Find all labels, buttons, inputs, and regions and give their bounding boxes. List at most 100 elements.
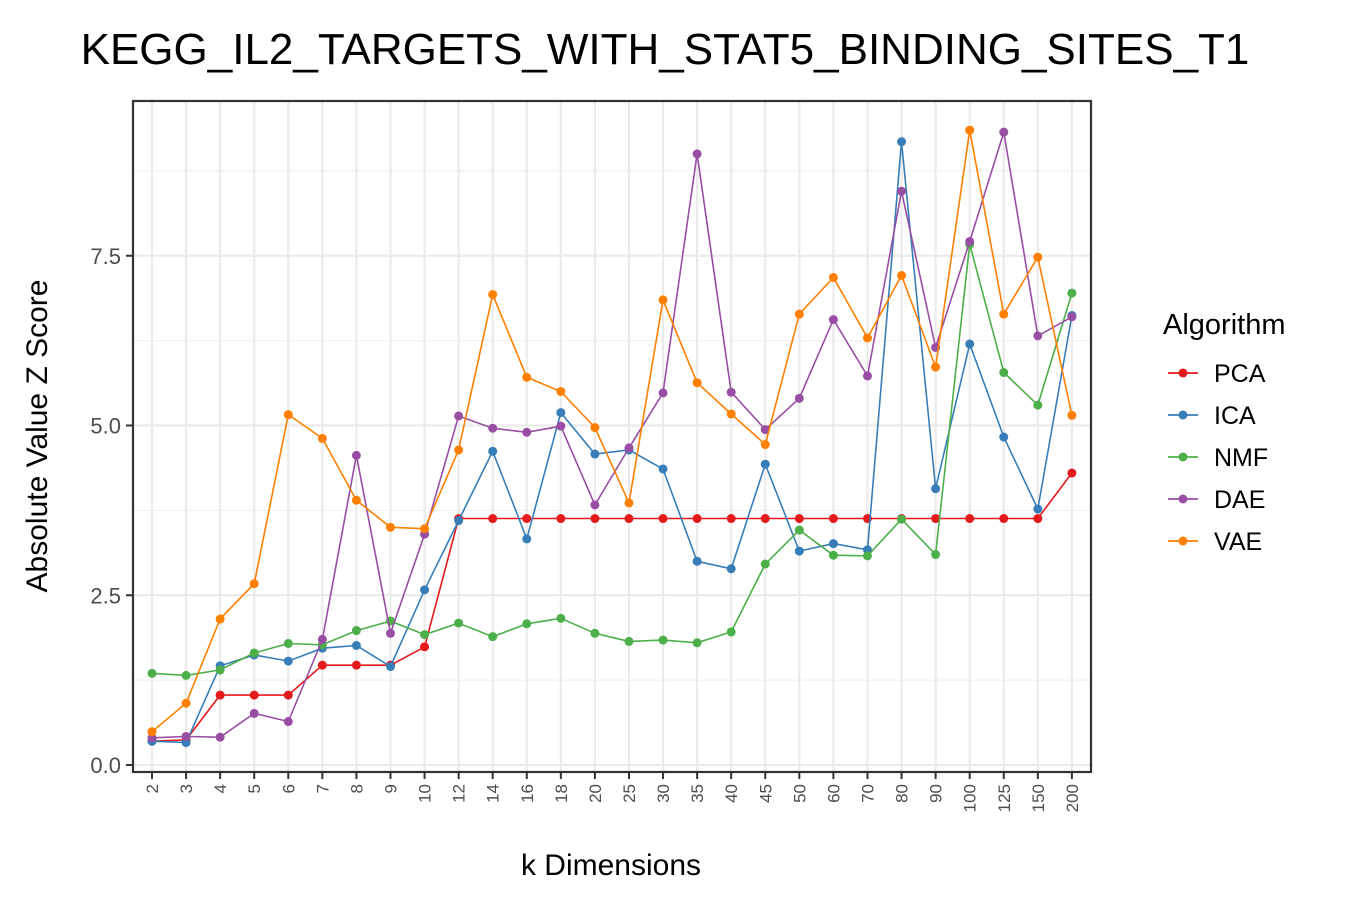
data-point-pca (760, 514, 770, 524)
x-tick-label: 25 (620, 784, 639, 803)
legend-key-point-nmf (1178, 452, 1188, 462)
data-point-pca (317, 660, 327, 670)
data-point-ica (999, 432, 1009, 442)
panel-border (131, 99, 1093, 774)
data-point-ica (828, 539, 838, 549)
data-point-dae (760, 425, 770, 435)
data-point-pca (1067, 468, 1077, 478)
x-tick-label: 10 (416, 784, 435, 803)
data-point-vae (760, 440, 770, 450)
data-point-nmf (1033, 400, 1043, 410)
data-point-ica (1033, 504, 1043, 514)
data-point-pca (215, 690, 225, 700)
data-point-vae (454, 445, 464, 455)
data-point-dae (181, 731, 191, 741)
data-point-ica (385, 662, 395, 672)
x-tick-label: 16 (518, 784, 537, 803)
data-point-dae (556, 421, 566, 431)
legend-key-point-dae (1178, 494, 1188, 504)
data-point-nmf (147, 668, 157, 678)
legend-label-vae: VAE (1214, 528, 1262, 556)
data-point-dae (1067, 312, 1077, 322)
y-axis-title: Absolute Value Z Score (21, 280, 54, 593)
data-point-ica (556, 408, 566, 418)
data-point-nmf (420, 630, 430, 640)
data-point-pca (726, 514, 736, 524)
series-line-vae (151, 129, 1073, 733)
data-point-dae (249, 708, 259, 718)
data-point-vae (794, 309, 804, 319)
x-tick-label: 5 (245, 784, 264, 793)
x-tick-label: 100 (961, 784, 980, 812)
data-point-dae (999, 127, 1009, 137)
data-point-dae (215, 732, 225, 742)
data-point-pca (420, 642, 430, 652)
data-point-pca (590, 514, 600, 524)
data-point-ica (590, 449, 600, 459)
data-point-nmf (488, 632, 498, 642)
data-point-vae (249, 579, 259, 589)
x-tick-label: 18 (552, 784, 571, 803)
legend-key-point-ica (1178, 410, 1188, 420)
data-point-dae (624, 443, 634, 453)
data-point-vae (590, 423, 600, 433)
data-point-vae (488, 289, 498, 299)
data-point-nmf (897, 514, 907, 524)
series-line-ica (151, 141, 1073, 744)
data-point-ica (488, 446, 498, 456)
data-point-nmf (522, 619, 532, 629)
data-point-nmf (1067, 288, 1077, 298)
chart-title: KEGG_IL2_TARGETS_WITH_STAT5_BINDING_SITE… (81, 25, 1250, 74)
data-point-ica (692, 556, 702, 566)
data-point-nmf (931, 550, 941, 560)
x-tick-label: 4 (211, 784, 230, 793)
data-point-pca (249, 690, 259, 700)
data-point-vae (215, 614, 225, 624)
x-tick-label: 90 (927, 784, 946, 803)
data-point-vae (283, 410, 293, 420)
data-point-dae (351, 450, 361, 460)
data-point-pca (1033, 514, 1043, 524)
data-point-vae (420, 524, 430, 534)
data-point-ica (897, 137, 907, 147)
data-point-pca (624, 514, 634, 524)
data-point-ica (454, 516, 464, 526)
data-point-ica (931, 484, 941, 494)
data-point-vae (931, 362, 941, 372)
data-point-ica (658, 464, 668, 474)
legend-label-dae: DAE (1214, 486, 1265, 514)
data-point-nmf (283, 638, 293, 648)
data-point-dae (828, 315, 838, 325)
data-point-nmf (249, 648, 259, 658)
series-line-dae (151, 131, 1073, 739)
y-tick-label: 7.5 (90, 244, 121, 269)
data-point-vae (624, 498, 634, 508)
x-tick-label: 14 (484, 784, 503, 803)
data-point-pca (522, 514, 532, 524)
x-tick-label: 30 (654, 784, 673, 803)
data-point-dae (794, 393, 804, 403)
series-line-nmf (151, 243, 1073, 677)
y-tick-label: 0.0 (90, 753, 121, 778)
data-point-nmf (760, 559, 770, 569)
data-point-dae (658, 388, 668, 398)
data-point-ica (794, 546, 804, 556)
data-point-pca (351, 660, 361, 670)
x-tick-label: 35 (688, 784, 707, 803)
data-point-dae (965, 236, 975, 246)
data-point-dae (897, 186, 907, 196)
data-point-dae (692, 149, 702, 159)
x-tick-label: 200 (1063, 784, 1082, 812)
data-point-vae (999, 309, 1009, 319)
x-tick-label: 9 (381, 784, 400, 793)
x-tick-label: 50 (790, 784, 809, 803)
data-point-vae (897, 270, 907, 280)
x-tick-label: 3 (177, 784, 196, 793)
x-tick-label: 7 (313, 784, 332, 793)
data-point-ica (726, 564, 736, 574)
data-point-vae (1033, 252, 1043, 262)
x-tick-label: 2 (143, 784, 162, 793)
data-point-dae (488, 423, 498, 433)
x-tick-label: 150 (1029, 784, 1048, 812)
